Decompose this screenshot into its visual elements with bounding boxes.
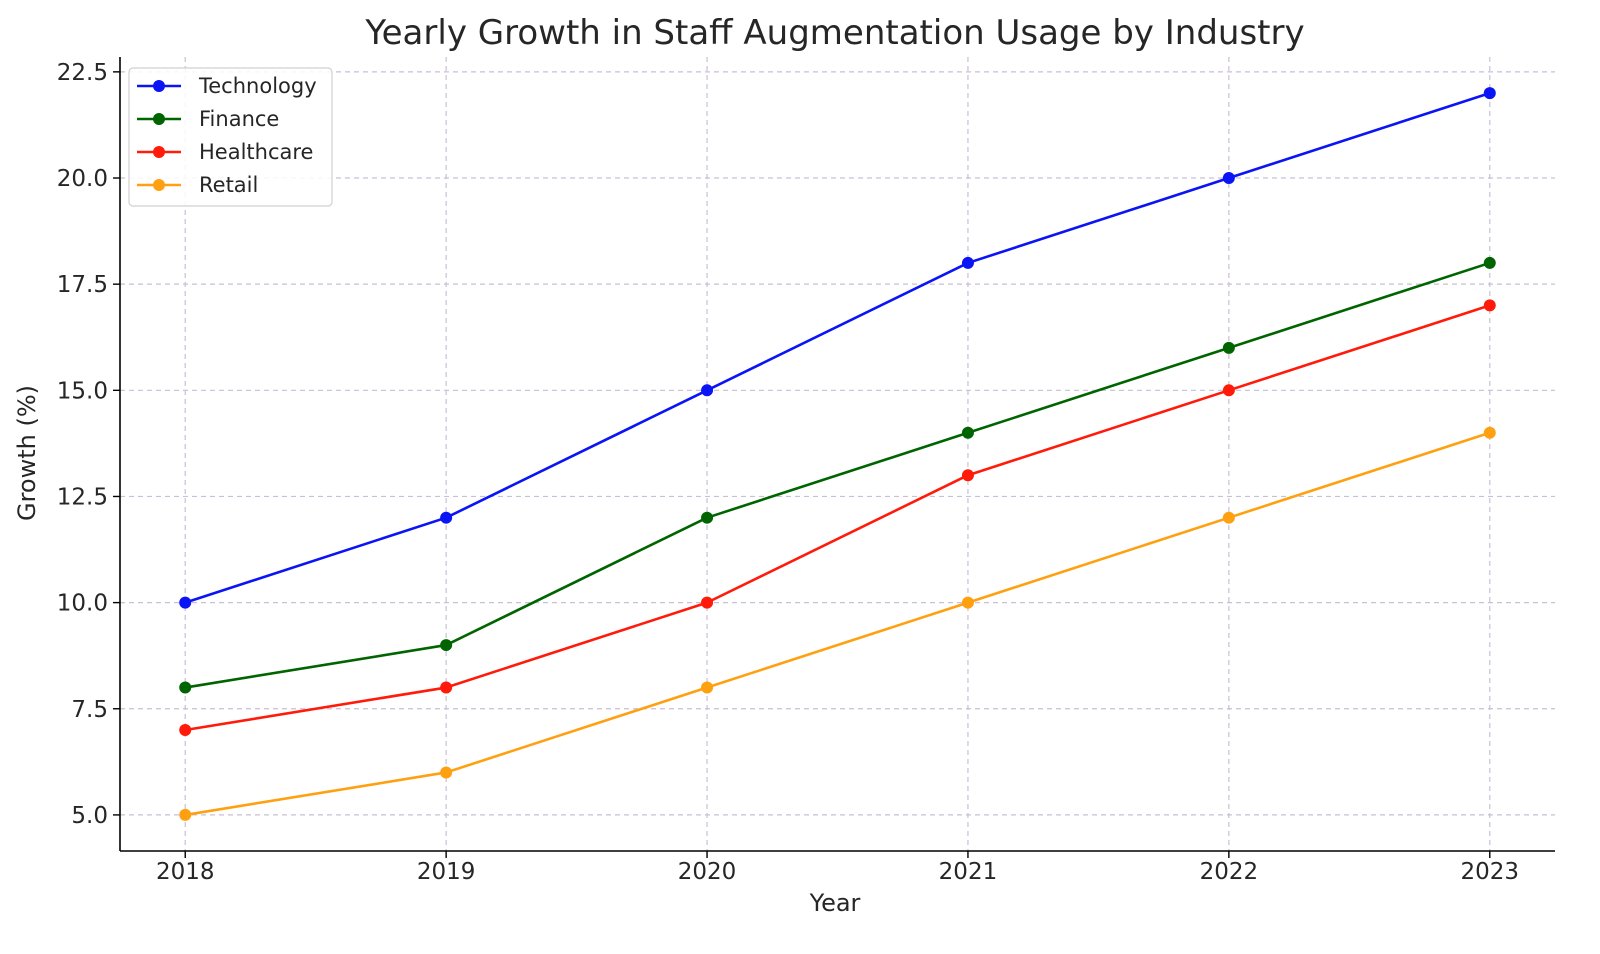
data-point-healthcare (440, 681, 453, 694)
legend-label: Finance (199, 107, 279, 131)
data-point-technology (440, 511, 453, 524)
y-tick-label: 17.5 (57, 272, 108, 298)
y-tick-label: 5.0 (71, 803, 108, 829)
data-point-finance (961, 426, 974, 439)
data-point-retail (179, 808, 192, 821)
x-axis-label: Year (809, 889, 861, 917)
data-point-retail (961, 596, 974, 609)
legend-label: Healthcare (199, 140, 313, 164)
legend-item-finance: Finance (137, 107, 279, 131)
data-point-technology (701, 384, 714, 397)
data-point-finance (1222, 341, 1235, 354)
data-point-technology (179, 596, 192, 609)
y-tick-label: 10.0 (57, 591, 108, 617)
legend-box (128, 67, 333, 207)
series-line-retail (185, 431, 1491, 817)
legend-label: Retail (199, 173, 258, 197)
data-point-finance (701, 511, 714, 524)
x-tick-label: 2019 (417, 859, 476, 885)
data-point-healthcare (179, 723, 192, 736)
legend-label: Technology (198, 74, 317, 98)
legend-swatch-marker (153, 146, 165, 158)
legend-item-healthcare: Healthcare (137, 140, 313, 164)
data-point-finance (179, 681, 192, 694)
data-point-healthcare (961, 469, 974, 482)
legend-swatch-marker (153, 80, 165, 92)
axes: 2018 2019 2020 2021 2022 2023 5.0 7.5 10.0 12.5 15… (57, 57, 1555, 885)
y-tick-label: 15.0 (57, 378, 108, 404)
series-line-finance (185, 261, 1491, 689)
y-tick-label: 12.5 (57, 484, 108, 510)
data-point-healthcare (701, 596, 714, 609)
x-tick-label: 2020 (678, 859, 737, 885)
data-point-healthcare (1222, 384, 1235, 397)
legend-item-technology: Technology (137, 74, 317, 98)
legend: Technology Finance Healthcare Retail (128, 67, 333, 207)
data-point-healthcare (1483, 299, 1496, 312)
data-point-technology (1222, 172, 1235, 185)
data-point-retail (1483, 426, 1496, 439)
chart-title: Yearly Growth in Staff Augmentation Usag… (364, 13, 1304, 53)
data-point-retail (1222, 511, 1235, 524)
series-lines (179, 87, 1496, 821)
data-point-finance (1483, 256, 1496, 269)
legend-swatch-marker (153, 179, 165, 191)
y-axis-label: Growth (%) (13, 385, 41, 521)
x-tick-label: 2021 (939, 859, 998, 885)
y-tick-label: 20.0 (57, 166, 108, 192)
legend-swatch-marker (153, 113, 165, 125)
legend-item-retail: Retail (137, 173, 258, 197)
x-tick-label: 2018 (156, 859, 215, 885)
data-point-retail (440, 766, 453, 779)
x-tick-label: 2022 (1200, 859, 1259, 885)
grid-lines (120, 57, 1555, 851)
data-point-technology (961, 256, 974, 269)
data-point-technology (1483, 87, 1496, 100)
series-line-technology (184, 91, 1491, 604)
data-point-finance (440, 639, 453, 652)
x-tick-label: 2023 (1460, 859, 1519, 885)
series-line-healthcare (185, 304, 1491, 732)
data-point-retail (701, 681, 714, 694)
y-tick-label: 22.5 (57, 60, 108, 86)
y-tick-label: 7.5 (71, 697, 108, 723)
